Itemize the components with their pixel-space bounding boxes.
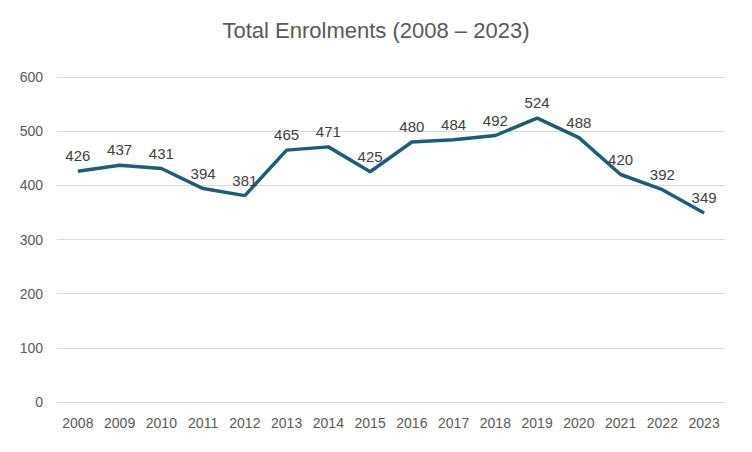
svg-text:2011: 2011 (188, 415, 218, 431)
svg-text:2017: 2017 (438, 415, 469, 431)
svg-text:2018: 2018 (480, 415, 511, 431)
svg-text:2015: 2015 (355, 415, 386, 431)
svg-text:2021: 2021 (605, 415, 636, 431)
svg-text:437: 437 (107, 141, 132, 158)
svg-text:Total Enrolments (2008 – 2023): Total Enrolments (2008 – 2023) (223, 18, 530, 43)
svg-text:492: 492 (483, 112, 508, 129)
svg-text:600: 600 (20, 69, 44, 85)
svg-text:2013: 2013 (271, 415, 302, 431)
svg-text:2016: 2016 (396, 415, 427, 431)
svg-text:426: 426 (65, 147, 90, 164)
svg-text:480: 480 (399, 118, 424, 135)
svg-text:392: 392 (650, 166, 675, 183)
svg-text:349: 349 (692, 189, 717, 206)
svg-text:2019: 2019 (522, 415, 553, 431)
svg-text:2020: 2020 (563, 415, 594, 431)
svg-text:381: 381 (232, 172, 257, 189)
svg-text:2014: 2014 (313, 415, 344, 431)
svg-text:2012: 2012 (229, 415, 260, 431)
svg-text:394: 394 (191, 165, 216, 182)
svg-text:200: 200 (20, 286, 44, 302)
svg-text:2023: 2023 (689, 415, 720, 431)
svg-text:2022: 2022 (647, 415, 678, 431)
svg-text:300: 300 (20, 232, 44, 248)
svg-text:425: 425 (358, 148, 383, 165)
svg-text:484: 484 (441, 116, 466, 133)
svg-text:100: 100 (20, 340, 44, 356)
svg-text:524: 524 (525, 94, 550, 111)
svg-text:431: 431 (149, 145, 174, 162)
svg-text:2008: 2008 (62, 415, 93, 431)
svg-text:471: 471 (316, 123, 341, 140)
svg-text:500: 500 (20, 123, 44, 139)
svg-text:0: 0 (35, 394, 43, 410)
svg-text:465: 465 (274, 126, 299, 143)
svg-text:488: 488 (566, 114, 591, 131)
svg-text:420: 420 (608, 151, 633, 168)
svg-text:400: 400 (20, 177, 44, 193)
svg-text:2009: 2009 (104, 415, 135, 431)
svg-text:2010: 2010 (146, 415, 177, 431)
